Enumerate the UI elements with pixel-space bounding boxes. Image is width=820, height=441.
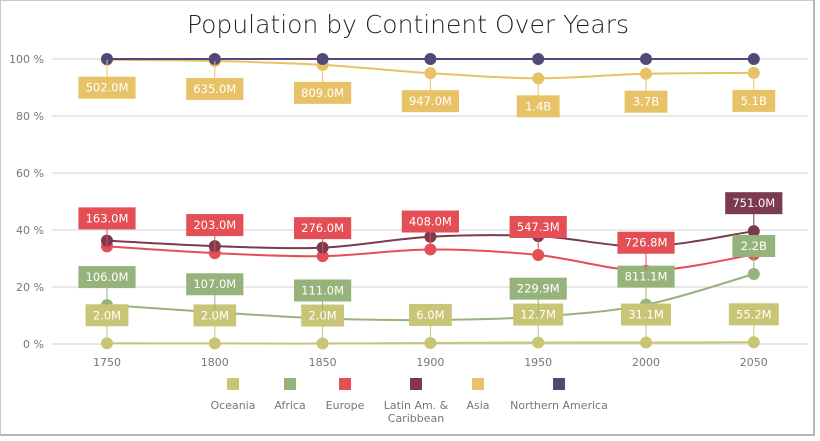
data-label: 276.0M [301,221,344,235]
data-label-box [728,303,779,326]
data-label-box [732,234,776,257]
data-label-box [78,207,136,230]
legend-item[interactable]: Africa [274,378,306,412]
legend-label: Africa [274,399,305,412]
data-label-box [294,217,352,240]
x-tick-label: 1750 [93,356,121,369]
data-label-box [401,210,459,233]
y-tick-label: 40 % [16,224,44,237]
y-tick-label: 80 % [16,110,44,123]
data-label-box [509,277,567,300]
x-tick-label: 1850 [309,356,337,369]
x-tick-label: 2050 [740,356,768,369]
data-label-box [401,90,459,113]
data-label-box [725,192,783,215]
legend-marker [339,378,351,390]
data-label: 502.0M [86,81,129,95]
data-label: 111.0M [301,283,344,297]
data-label: 1.4B [525,99,551,113]
legend-label: Latin Am. & Caribbean [384,399,449,425]
data-point[interactable] [640,53,652,65]
legend-marker [227,378,239,390]
data-label-box [516,95,560,118]
data-label: 3.7B [633,95,659,109]
legend-item[interactable]: Europe [326,378,365,412]
data-label: 751.0M [732,196,775,210]
data-label: 2.0M [93,308,121,322]
data-point[interactable] [208,53,221,65]
series-northern-america [101,53,760,65]
data-label: 163.0M [86,211,129,225]
data-label-box [617,231,675,254]
data-label-box [732,89,776,112]
data-label: 229.9M [517,282,560,296]
legend-label-line: Latin Am. & [384,399,449,412]
x-tick-label: 1800 [201,356,229,369]
data-label: 31.1M [628,308,664,322]
data-label: 55.2M [736,307,772,321]
data-label: 2.2B [741,239,767,253]
legend-marker [410,378,422,390]
data-label-box [294,279,352,302]
data-point[interactable] [424,53,437,65]
legend-label-line: Europe [326,399,365,412]
data-point[interactable] [101,53,113,65]
data-label: 107.0M [193,277,236,291]
data-label: 811.1M [625,270,668,284]
legend-label: Northern America [510,399,608,412]
data-label-box [624,90,668,113]
chart-title: Population by Continent Over Years [187,10,629,39]
data-label: 635.0M [193,82,236,96]
data-label: 947.0M [409,94,452,108]
data-label-box [193,304,237,327]
data-label: 2.0M [201,308,229,322]
legend-marker [284,378,296,390]
data-label-box [509,215,567,238]
data-label: 6.0M [416,308,444,322]
data-label: 809.0M [301,86,344,100]
legend-marker [553,378,565,390]
data-label-box [78,76,136,99]
data-label: 726.8M [625,236,668,250]
legend-item[interactable]: Northern America [510,378,608,412]
y-tick-label: 20 % [16,281,44,294]
x-tick-label: 2000 [632,356,660,369]
legend-item[interactable]: Asia [466,378,490,412]
legend-label: Europe [326,399,365,412]
legend-label-line: Asia [466,399,489,412]
y-tick-label: 0 % [23,338,44,351]
legend-label-line: Caribbean [388,412,444,425]
data-label-box [186,214,244,237]
y-tick-label: 100 % [9,53,44,66]
legend-label: Oceania [211,399,256,412]
data-label-box [186,273,244,296]
x-tick-label: 1900 [416,356,444,369]
legend-label-line: Africa [274,399,305,412]
data-label: 106.0M [86,270,129,284]
legend-label: Asia [466,399,489,412]
legend-item[interactable]: Latin Am. & Caribbean [384,378,449,425]
legend-item[interactable]: Oceania [211,378,256,412]
data-point[interactable] [747,53,760,65]
data-label-box [409,303,452,326]
data-label-box [617,265,675,288]
data-label-box [294,81,352,104]
data-point[interactable] [532,53,545,65]
data-label-box [621,303,671,326]
data-label-box [186,78,244,101]
x-tick-label: 1950 [524,356,552,369]
legend-label-line: Oceania [211,399,256,412]
data-label: 203.0M [193,218,236,232]
legend-marker [472,378,484,390]
data-point[interactable] [316,53,329,65]
y-tick-label: 60 % [16,167,44,180]
data-label-box [85,304,129,327]
data-label: 547.3M [517,220,560,234]
data-label: 408.0M [409,215,452,229]
data-label: 5.1B [741,94,767,108]
legend-label-line: Northern America [510,399,608,412]
data-label-box [78,266,136,289]
